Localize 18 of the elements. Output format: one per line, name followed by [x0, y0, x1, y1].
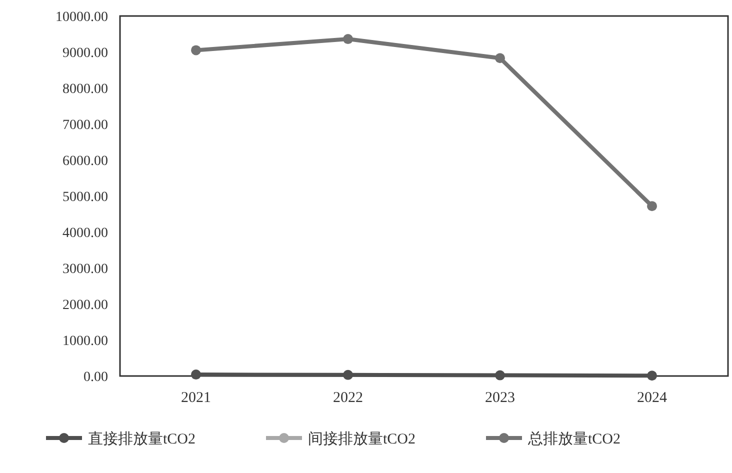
x-tick-label: 2021	[181, 390, 211, 406]
y-tick-label: 6000.00	[62, 154, 108, 169]
y-tick-label: 1000.00	[62, 334, 108, 349]
x-tick-label: 2024	[637, 390, 668, 406]
y-tick-label: 0.00	[84, 370, 108, 385]
y-tick-label: 10000.00	[56, 10, 108, 25]
y-tick-label: 2000.00	[62, 298, 108, 313]
y-tick-label: 4000.00	[62, 226, 108, 241]
x-tick-label: 2023	[485, 390, 515, 406]
y-tick-label: 8000.00	[62, 82, 108, 97]
y-tick-label: 7000.00	[62, 118, 108, 133]
y-tick-label: 9000.00	[62, 46, 108, 61]
legend-label: 间接排放量tCO2	[308, 430, 416, 448]
y-tick-label: 3000.00	[62, 262, 108, 277]
legend-label: 总排放量tCO2	[527, 430, 621, 448]
x-tick-label: 2022	[333, 390, 363, 406]
legend-label: 直接排放量tCO2	[88, 430, 196, 448]
y-tick-label: 5000.00	[62, 190, 108, 205]
